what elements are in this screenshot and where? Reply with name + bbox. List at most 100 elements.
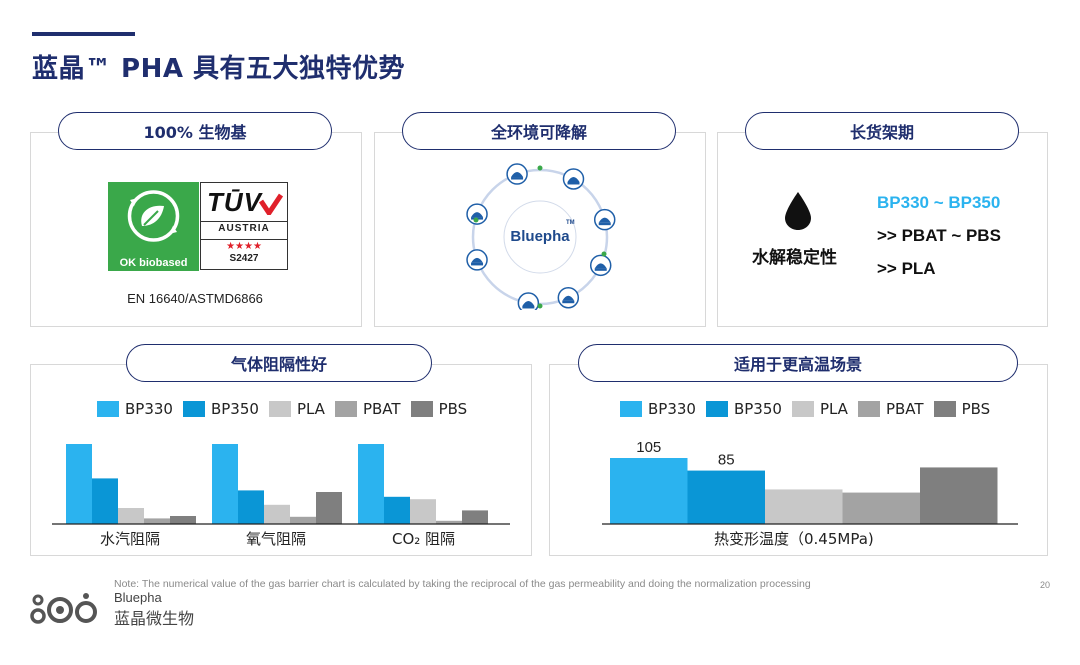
pill-high-temp: 适用于更高温场景 [578,344,1018,382]
gas-barrier-chart [52,444,510,525]
hydrolysis-stability-label: 水解稳定性 [752,248,837,268]
shelf-line-1: BP330 ~ BP350 [877,193,1001,212]
soil-icon [506,163,528,185]
bluepha-center-wordmark: Bluepha [510,228,570,245]
legend-label: BP330 [125,400,173,418]
legend-label: PBAT [362,400,401,418]
home-compost-icon [557,286,580,309]
bar-bp330 [610,458,688,524]
legend-item-pbs: PBS [933,400,991,418]
tuv-country: AUSTRIA [218,223,270,234]
anaerobic-icon [466,249,488,271]
legend-item-bp350: BP350 [182,400,259,418]
legend-item-pla: PLA [791,400,848,418]
tuv-code: S2427 [229,253,259,264]
legend-swatch [791,401,814,417]
page-number: 20 [1040,580,1051,590]
panel-shelf-life [717,132,1048,327]
landfill-icon [517,292,540,310]
legend-swatch [410,401,433,417]
legend-item-pbat: PBAT [857,400,924,418]
bar-pbat [842,492,920,524]
bar-pbat-1 [290,516,316,524]
barrier-cat-label-3: CO₂ 阻隔 [392,530,456,548]
bluepha-logo-icon [30,593,97,624]
barrier-cat-label-2: 氧气阻隔 [246,530,307,548]
bar-pbs-1 [316,492,342,524]
data-label-bp350: 85 [718,452,735,469]
bar-pla [765,489,843,524]
bar-pla-0 [118,508,144,524]
sewage-icon [466,203,488,225]
bar-pbs-0 [170,516,196,524]
tuv-wordmark: TŪV [207,187,262,217]
legend-label: BP350 [733,400,782,418]
bar-pbat-2 [436,520,462,524]
legend-label: BP350 [210,400,259,418]
pill-gas-barrier: 气体阻隔性好 [126,344,432,382]
legend-item-bp350: BP350 [705,400,782,418]
heat-cat-label: 热变形温度（0.45MPa) [714,530,874,548]
freshwater-icon [562,168,585,190]
bar-bp350 [687,470,765,524]
recycle-leaf-icon [127,190,180,242]
legend-item-bp330: BP330 [620,400,696,418]
barrier-legend: BP330 BP350 PLA PBAT PBS [97,400,477,418]
legend-swatch [620,401,642,417]
bar-pbs-2 [462,510,488,524]
bar-bp350-2 [384,496,410,524]
brand-name-en: Bluepha [114,590,162,605]
legend-label: PBS [438,400,468,418]
legend-label: PBS [961,400,991,418]
bar-bp330-2 [358,444,384,524]
ok-biobased-badge: OK biobased [108,182,199,271]
tuv-check-mark [259,193,283,215]
brand-name-cn: 蓝晶微生物 [114,609,195,628]
legend-item-bp330: BP330 [97,400,173,418]
legend-swatch [182,401,205,417]
legend-label: PLA [819,400,848,418]
shelf-line-2: >> PBAT ~ PBS [877,226,1001,245]
legend-swatch [268,401,291,417]
legend-swatch [334,401,357,417]
bar-pla-2 [410,499,436,524]
heat-deflection-chart: 105 85 [602,439,1018,525]
bar-pla-1 [264,504,290,524]
bar-pbat-0 [144,518,170,524]
legend-swatch [933,401,956,417]
legend-swatch [857,401,880,417]
bar-bp330-1 [212,444,238,524]
title-accent-bar [32,32,135,36]
pill-shelf-life: 长货架期 [745,112,1019,150]
legend-label: PBAT [885,400,924,418]
tuv-stars: ★★★★ [226,241,262,252]
data-label-bp330: 105 [636,439,661,456]
page-title: 蓝晶™ PHA 具有五大独特优势 [32,54,406,84]
legend-label: BP330 [648,400,696,418]
biobased-standard: EN 16640/ASTMD6866 [127,291,263,306]
legend-swatch [97,401,119,417]
legend-item-pla: PLA [268,400,325,418]
bar-bp350-0 [92,478,118,524]
footnote: Note: The numerical value of the gas bar… [114,578,811,590]
trademark-sup: TM [566,220,575,226]
shelf-line-3: >> PLA [877,259,936,278]
heat-legend: BP330 BP350 PLA PBAT PBS [620,400,1000,418]
bar-pbs [920,467,998,524]
bar-bp350-1 [238,490,264,524]
ok-biobased-label: OK biobased [119,257,188,269]
legend-swatch [705,401,728,417]
legend-item-pbs: PBS [410,400,468,418]
bar-bp330-0 [66,444,92,524]
barrier-cat-label-1: 水汽阻隔 [100,530,161,548]
legend-label: PLA [296,400,325,418]
tuv-divider [201,221,287,222]
ocean-icon [593,208,616,231]
legend-item-pbat: PBAT [334,400,401,418]
pill-biobased: 100% 生物基 [58,112,332,150]
water-drop-icon [785,192,811,230]
industrial-compost-icon [589,254,612,277]
pill-degradable: 全环境可降解 [402,112,676,150]
tuv-austria-logo: TŪV AUSTRIA ★★★★ S2427 [200,182,288,270]
tuv-divider-2 [201,239,287,240]
